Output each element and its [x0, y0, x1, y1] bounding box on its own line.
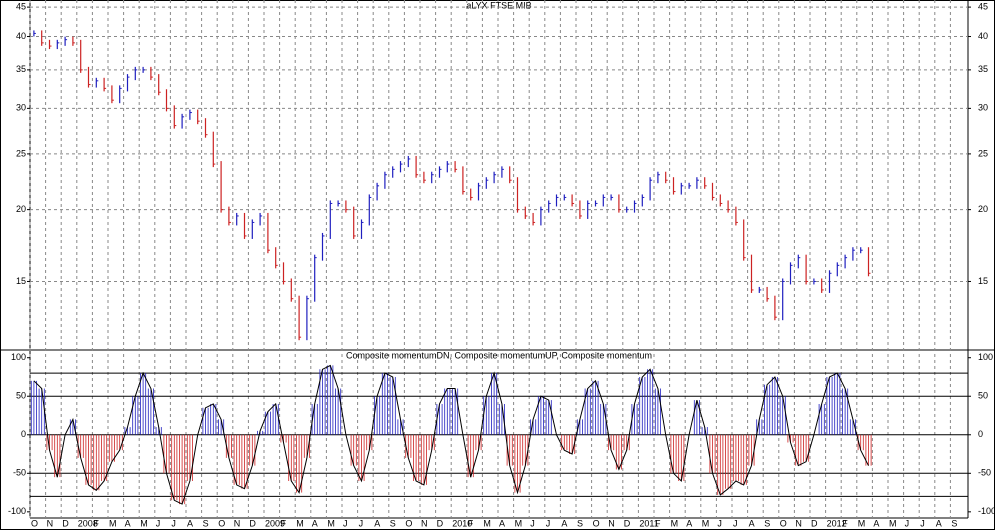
y-tick-label: 20: [16, 204, 26, 214]
x-tick-label: J: [343, 518, 348, 528]
x-tick-label: J: [717, 518, 722, 528]
y-tick-label: 35: [978, 64, 988, 74]
y-tick-label: 100: [11, 352, 26, 362]
x-tick-label: 2011: [639, 518, 658, 528]
x-tick-label: M: [515, 518, 523, 528]
y-tick-label: 40: [16, 31, 26, 41]
panel-title: Composite momentumDN, Composite momentum…: [346, 350, 652, 360]
x-tick-label: M: [327, 518, 335, 528]
x-tick-label: J: [733, 518, 738, 528]
x-tick-label: S: [577, 518, 583, 528]
y-tick-label: 15: [978, 276, 988, 286]
y-tick-label: 30: [16, 103, 26, 113]
y-tick-label: -50: [13, 468, 26, 478]
x-tick-label: A: [312, 518, 318, 528]
x-tick-label: J: [530, 518, 535, 528]
y-tick-label: 20: [978, 204, 988, 214]
x-tick-label: M: [483, 518, 491, 528]
x-tick-label: F: [281, 518, 287, 528]
y-tick-label: 100: [978, 352, 993, 362]
y-tick-label: 45: [16, 1, 26, 11]
y-tick-label: 25: [978, 148, 988, 158]
x-tick-label: O: [780, 518, 787, 528]
x-tick-label: S: [390, 518, 396, 528]
y-tick-label: -50: [978, 468, 991, 478]
x-tick-label: A: [873, 518, 879, 528]
momentum-line: [33, 364, 869, 505]
x-tick-label: J: [156, 518, 161, 528]
x-tick-label: S: [203, 518, 209, 528]
x-tick-label: O: [31, 518, 38, 528]
x-tick-label: J: [905, 518, 910, 528]
x-tick-label: M: [296, 518, 304, 528]
x-tick-label: M: [702, 518, 710, 528]
y-tick-label: 0: [21, 429, 26, 439]
x-tick-label: 2010: [452, 518, 472, 528]
x-tick-label: M: [671, 518, 679, 528]
x-tick-label: D: [249, 518, 256, 528]
x-tick-label: A: [561, 518, 567, 528]
x-tick-label: D: [62, 518, 69, 528]
x-tick-label: F: [842, 518, 848, 528]
y-tick-label: 40: [978, 31, 988, 41]
y-tick-label: -100: [8, 506, 26, 516]
x-tick-label: N: [608, 518, 615, 528]
x-tick-label: S: [764, 518, 770, 528]
x-tick-label: D: [811, 518, 818, 528]
x-tick-label: J: [546, 518, 551, 528]
x-tick-label: 2012: [827, 518, 847, 528]
x-tick-label: F: [93, 518, 99, 528]
y-tick-label: -100: [978, 506, 995, 516]
x-tick-label: A: [749, 518, 755, 528]
x-tick-label: D: [624, 518, 631, 528]
x-tick-label: N: [234, 518, 241, 528]
x-tick-label: O: [593, 518, 600, 528]
x-tick-label: 2008: [78, 518, 98, 528]
x-tick-label: A: [686, 518, 692, 528]
y-tick-label: 0: [978, 429, 983, 439]
panel-title: aLYX FTSE MIB: [466, 0, 531, 10]
x-tick-label: N: [421, 518, 428, 528]
x-tick-label: M: [858, 518, 866, 528]
x-tick-label: A: [187, 518, 193, 528]
x-tick-label: 2009: [265, 518, 285, 528]
x-tick-label: A: [499, 518, 505, 528]
x-tick-label: N: [795, 518, 802, 528]
x-tick-label: F: [655, 518, 661, 528]
x-tick-label: J: [359, 518, 364, 528]
x-tick-label: O: [405, 518, 412, 528]
x-tick-label: A: [936, 518, 942, 528]
x-tick-label: N: [47, 518, 54, 528]
x-tick-label: J: [171, 518, 176, 528]
x-tick-label: S: [951, 518, 957, 528]
y-tick-label: 25: [16, 148, 26, 158]
x-tick-label: M: [889, 518, 897, 528]
y-tick-label: 15: [16, 276, 26, 286]
y-tick-label: 35: [16, 64, 26, 74]
y-tick-label: 30: [978, 103, 988, 113]
x-tick-label: A: [374, 518, 380, 528]
x-tick-label: F: [468, 518, 474, 528]
x-tick-label: J: [920, 518, 925, 528]
y-tick-label: 50: [978, 391, 988, 401]
x-tick-label: A: [125, 518, 131, 528]
x-tick-label: O: [218, 518, 225, 528]
y-tick-label: 45: [978, 1, 988, 11]
x-tick-label: M: [140, 518, 148, 528]
y-tick-label: 50: [16, 391, 26, 401]
x-tick-label: M: [109, 518, 117, 528]
x-tick-label: D: [437, 518, 444, 528]
